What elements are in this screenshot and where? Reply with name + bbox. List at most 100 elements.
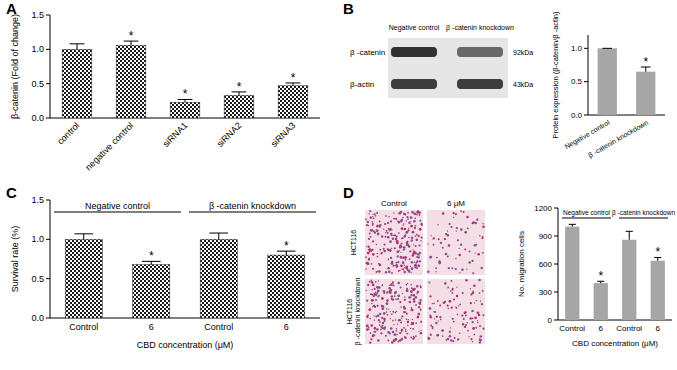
cell [368,327,370,329]
cell [394,295,396,297]
cell [405,337,407,339]
significance: * [237,80,242,94]
cell [463,318,465,320]
cell [471,260,473,262]
cell [370,216,372,218]
cell [388,287,390,289]
bar [278,86,308,118]
cell [413,288,415,290]
cell [447,255,449,257]
x-axis-label: CBD concentration (μM) [572,339,658,348]
cell [416,214,418,216]
cell [396,330,398,332]
cell [414,227,416,229]
cell [386,299,389,302]
bar [116,45,146,118]
y-tick-label: 1.0 [31,234,44,244]
cell [474,244,477,247]
cell [447,230,448,231]
error-bar [569,224,576,226]
cell [371,263,373,265]
y-tick [554,236,558,237]
group-label: β -catenin knockdown [209,201,296,211]
cell [403,249,405,251]
cell [403,327,405,329]
cell [436,316,438,318]
cell [418,306,420,308]
cell [400,256,401,257]
cell [373,293,375,295]
cell [369,281,371,283]
cell [477,312,479,314]
x-tick-label: negative control [83,120,135,172]
cell [382,298,384,300]
cell [417,253,419,255]
cell [417,261,418,262]
blot-band [391,79,437,89]
cell [412,328,414,330]
cell [375,271,377,273]
cell [428,281,430,283]
cell [479,235,481,237]
group-line [619,218,668,219]
cell [376,225,378,227]
cell [412,294,415,297]
cell [379,321,380,322]
cell [403,213,405,215]
cell [401,268,402,269]
cell [417,313,420,316]
bar [636,72,655,115]
cell [375,316,377,318]
cell [388,259,390,261]
cell [374,305,376,307]
cell [379,221,381,223]
y-tick-label: 0 [548,316,553,325]
cell [452,212,454,214]
cell [419,299,421,301]
cell [369,233,371,235]
cell [475,222,477,224]
cell [411,338,412,339]
cell [409,258,411,260]
cell [442,212,445,215]
cell [406,242,408,244]
cell [415,235,417,237]
cell [413,249,414,250]
cell [406,289,409,292]
cell [404,267,405,268]
cell [383,318,385,320]
cell [472,272,474,274]
x-tick-label: 6 [656,324,661,333]
cell [403,311,405,313]
cell [396,250,399,253]
cell [387,232,389,234]
cell [451,292,453,294]
cell [393,324,394,325]
cell [467,228,469,230]
y-tick [554,320,558,321]
cell [427,271,429,273]
y-axis-label: Protein expression (β-catenin/β -actin) [551,11,560,139]
cell [398,270,400,272]
cell [389,240,392,243]
cell [459,333,460,334]
cell [384,320,386,322]
cell [386,291,388,293]
cell [400,287,402,289]
cell [381,325,383,327]
cell [416,234,418,236]
cell [435,322,437,324]
cell [474,302,475,303]
bar [598,48,617,115]
cell [375,215,377,217]
cell [373,295,375,297]
cell [411,211,414,214]
blot-column-label: β -catenin knockdown [446,24,514,32]
cell [450,290,451,291]
cell [473,285,476,288]
cell [374,288,376,290]
cell [374,232,376,234]
x-tick-label: 6 [599,324,604,333]
cell [368,213,369,214]
cell [408,245,410,247]
